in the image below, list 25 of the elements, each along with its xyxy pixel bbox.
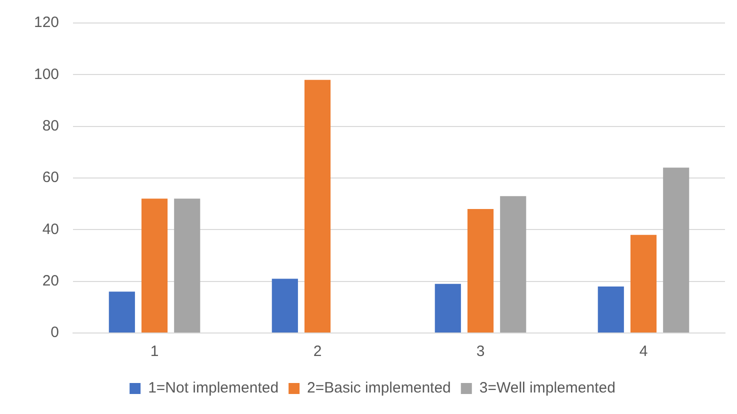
x-tick-label: 1	[150, 343, 159, 360]
bar	[141, 198, 168, 332]
bar	[630, 234, 657, 332]
bar	[304, 80, 331, 332]
y-tick-label: 120	[34, 14, 60, 32]
bar	[108, 292, 135, 332]
bar	[272, 278, 298, 332]
x-tick-label: 4	[639, 343, 648, 360]
x-tick-label: 2	[313, 343, 322, 360]
y-tick-label: 100	[34, 66, 60, 83]
legend-label: 3=Well implemented	[479, 380, 616, 397]
bar	[598, 286, 624, 332]
y-tick-label: 0	[50, 324, 60, 342]
bar	[663, 168, 690, 332]
y-tick-label: 40	[42, 220, 60, 238]
bar	[434, 284, 461, 332]
legend-label: 2=Basic implemented	[307, 380, 451, 397]
bar	[174, 198, 200, 332]
y-tick-label: 60	[42, 169, 60, 186]
y-tick-label: 20	[42, 272, 60, 290]
bar	[500, 196, 526, 332]
legend-label: 1=Not implemented	[148, 380, 279, 397]
y-tick-label: 80	[42, 117, 60, 134]
x-tick-label: 3	[476, 343, 485, 360]
bar	[467, 209, 494, 332]
